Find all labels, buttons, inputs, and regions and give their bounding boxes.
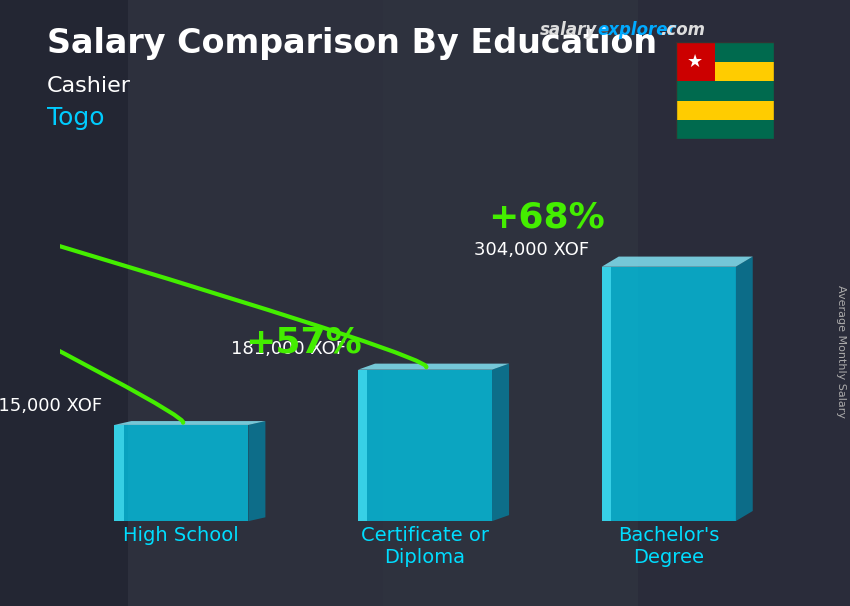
Text: 115,000 XOF: 115,000 XOF bbox=[0, 398, 102, 415]
Bar bbox=[676, 42, 715, 81]
FancyArrowPatch shape bbox=[0, 0, 427, 367]
Bar bbox=[676, 42, 774, 62]
Polygon shape bbox=[735, 256, 753, 521]
Text: .com: .com bbox=[660, 21, 706, 39]
Text: 304,000 XOF: 304,000 XOF bbox=[474, 241, 590, 259]
Text: 181,000 XOF: 181,000 XOF bbox=[231, 339, 346, 358]
Text: Cashier: Cashier bbox=[47, 76, 131, 96]
FancyBboxPatch shape bbox=[114, 425, 248, 521]
Bar bbox=[676, 101, 774, 120]
Bar bbox=[676, 62, 774, 81]
Text: +57%: +57% bbox=[245, 325, 361, 359]
Text: ★: ★ bbox=[688, 53, 703, 71]
Bar bbox=[676, 120, 774, 139]
Polygon shape bbox=[248, 421, 265, 521]
Text: Togo: Togo bbox=[47, 106, 105, 130]
FancyBboxPatch shape bbox=[358, 370, 367, 521]
Polygon shape bbox=[358, 364, 509, 370]
Text: Average Monthly Salary: Average Monthly Salary bbox=[836, 285, 846, 418]
Text: salary: salary bbox=[540, 21, 597, 39]
FancyBboxPatch shape bbox=[114, 425, 124, 521]
Polygon shape bbox=[114, 421, 265, 425]
Text: +68%: +68% bbox=[489, 201, 605, 235]
Text: Salary Comparison By Education: Salary Comparison By Education bbox=[47, 27, 657, 60]
FancyArrowPatch shape bbox=[0, 0, 184, 423]
FancyBboxPatch shape bbox=[358, 370, 492, 521]
Polygon shape bbox=[602, 256, 753, 267]
Bar bbox=[676, 81, 774, 101]
FancyBboxPatch shape bbox=[602, 267, 611, 521]
Text: explorer: explorer bbox=[598, 21, 677, 39]
Polygon shape bbox=[492, 364, 509, 521]
FancyBboxPatch shape bbox=[602, 267, 736, 521]
